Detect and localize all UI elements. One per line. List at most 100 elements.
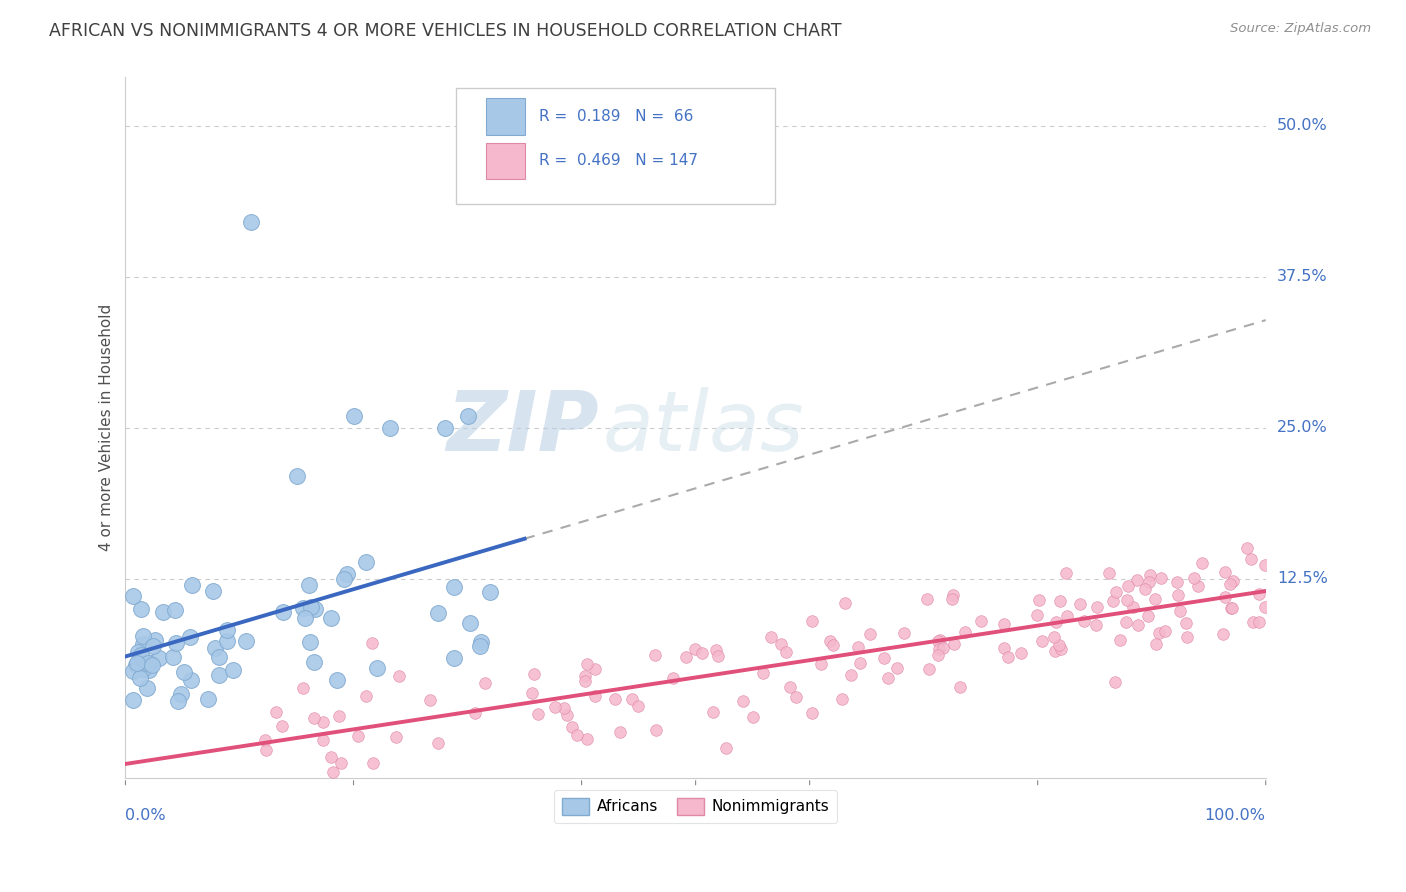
Point	[321, 750, 343, 764]
Point	[217, 624, 239, 638]
Point	[1147, 625, 1170, 640]
Point	[312, 714, 335, 729]
Point	[215, 633, 238, 648]
Point	[1050, 641, 1073, 656]
Point	[1247, 587, 1270, 601]
Point	[127, 644, 149, 658]
Point	[1166, 575, 1188, 590]
Point	[567, 728, 589, 742]
Point	[470, 635, 492, 649]
Point	[162, 650, 184, 665]
Point	[1010, 646, 1032, 660]
Point	[683, 641, 706, 656]
Point	[859, 627, 882, 641]
Point	[1104, 674, 1126, 689]
Point	[1043, 644, 1066, 658]
Point	[1085, 599, 1108, 614]
Text: Source: ZipAtlas.com: Source: ZipAtlas.com	[1230, 22, 1371, 36]
Point	[846, 640, 869, 654]
Point	[1150, 571, 1173, 585]
Point	[1254, 558, 1277, 573]
Point	[949, 680, 972, 694]
Point	[384, 731, 406, 745]
Point	[464, 706, 486, 720]
Point	[433, 420, 456, 434]
Point	[520, 686, 543, 700]
Text: 50.0%: 50.0%	[1277, 119, 1327, 133]
Point	[167, 694, 190, 708]
Point	[1105, 585, 1128, 599]
Point	[576, 731, 599, 746]
Point	[136, 656, 159, 670]
Point	[609, 725, 631, 739]
Point	[1045, 615, 1067, 629]
FancyBboxPatch shape	[456, 88, 776, 203]
Point	[1167, 588, 1189, 602]
Point	[131, 637, 153, 651]
Point	[927, 634, 949, 648]
Point	[302, 656, 325, 670]
Point	[1254, 599, 1277, 614]
Text: ZIP: ZIP	[446, 387, 599, 468]
Point	[620, 692, 643, 706]
Point	[180, 673, 202, 687]
Point	[285, 469, 308, 483]
Point	[574, 669, 596, 683]
Point	[928, 642, 950, 657]
Point	[330, 756, 353, 770]
Point	[626, 698, 648, 713]
Point	[876, 671, 898, 685]
Point	[1139, 567, 1161, 582]
Point	[1213, 590, 1236, 604]
Point	[319, 610, 342, 624]
Point	[1073, 614, 1095, 628]
Point	[759, 630, 782, 644]
Point	[322, 764, 344, 779]
Point	[426, 736, 449, 750]
Point	[342, 409, 364, 423]
Point	[523, 667, 546, 681]
Point	[1049, 594, 1071, 608]
Point	[932, 641, 955, 656]
Point	[1115, 615, 1137, 629]
Point	[800, 706, 823, 721]
Point	[886, 661, 908, 675]
Point	[165, 635, 187, 649]
Point	[1236, 541, 1258, 555]
Point	[131, 648, 153, 662]
Point	[702, 705, 724, 719]
Point	[208, 650, 231, 665]
Text: 25.0%: 25.0%	[1277, 420, 1327, 435]
Point	[1184, 571, 1206, 585]
Point	[603, 691, 626, 706]
Point	[731, 694, 754, 708]
Point	[1191, 557, 1213, 571]
Y-axis label: 4 or more Vehicles in Household: 4 or more Vehicles in Household	[100, 304, 114, 551]
Point	[1109, 633, 1132, 648]
Point	[1174, 616, 1197, 631]
Point	[997, 650, 1019, 665]
Point	[918, 662, 941, 676]
Point	[129, 602, 152, 616]
Point	[1220, 601, 1243, 615]
Point	[644, 648, 666, 662]
Point	[474, 676, 496, 690]
Point	[1187, 578, 1209, 592]
Point	[1168, 604, 1191, 618]
Point	[820, 633, 842, 648]
Text: 100.0%: 100.0%	[1205, 808, 1265, 823]
Point	[752, 665, 775, 680]
Point	[839, 668, 862, 682]
Point	[1054, 566, 1077, 581]
Point	[555, 707, 578, 722]
Point	[1213, 566, 1236, 580]
Point	[1028, 593, 1050, 607]
Point	[201, 584, 224, 599]
Point	[141, 657, 163, 672]
Point	[583, 662, 606, 676]
Point	[173, 665, 195, 679]
Text: 37.5%: 37.5%	[1277, 269, 1327, 285]
Point	[354, 555, 377, 569]
Point	[122, 692, 145, 706]
Point	[574, 673, 596, 688]
